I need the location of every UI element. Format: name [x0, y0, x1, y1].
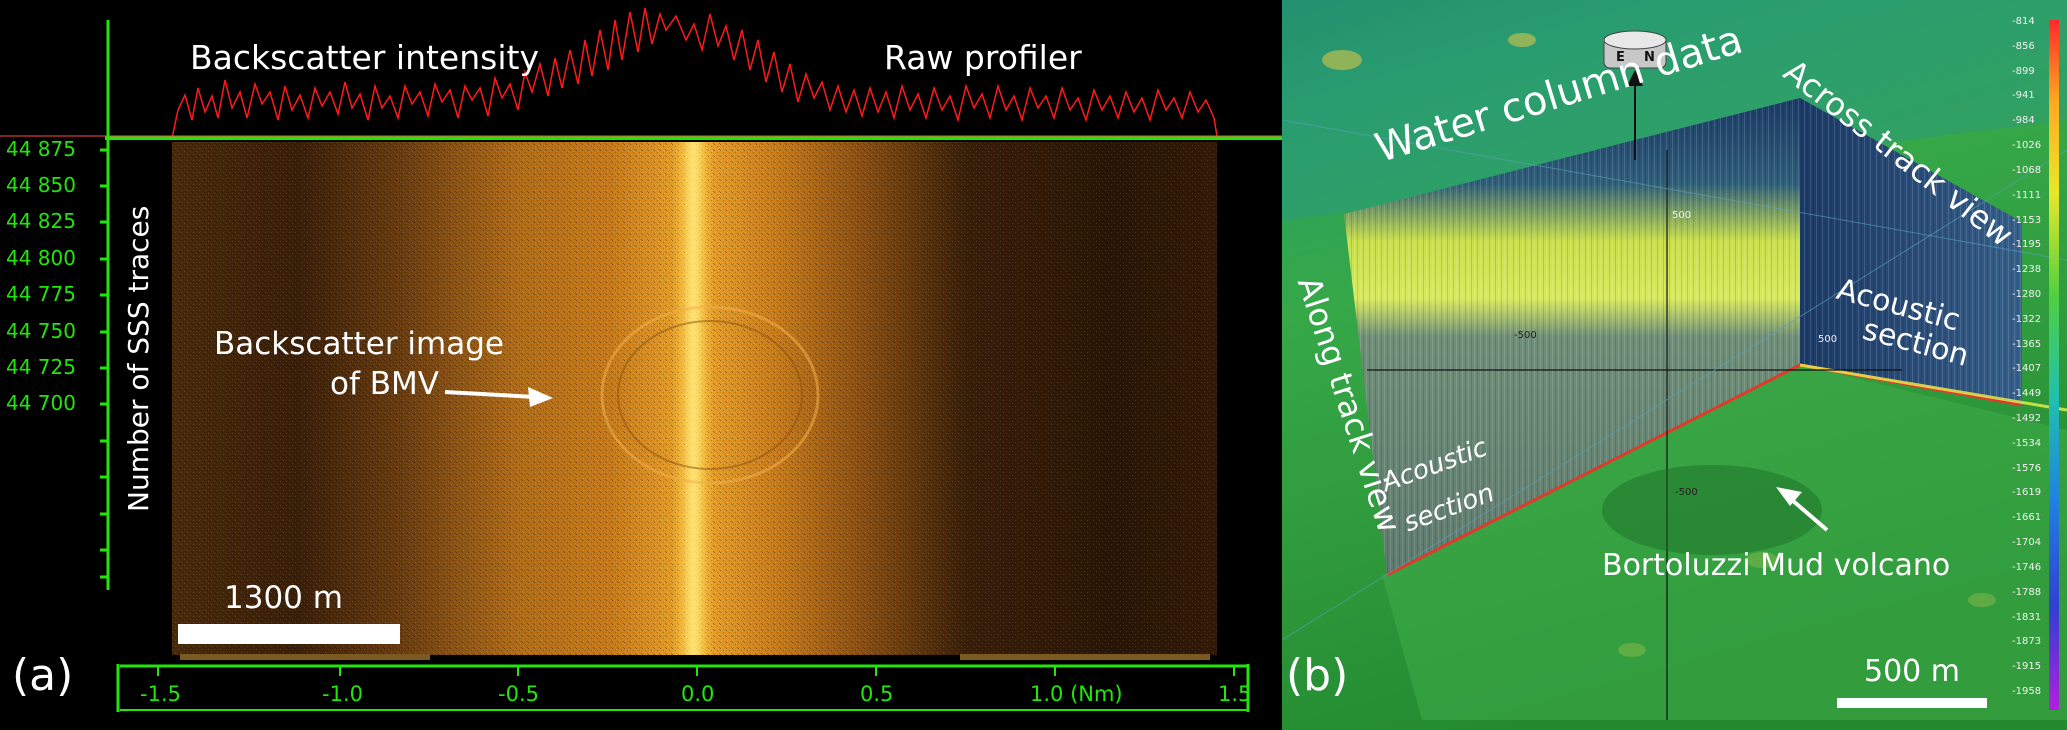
- colorbar-tick: -941: [2012, 90, 2035, 102]
- x-tick-7: 1.5: [1218, 682, 1252, 706]
- panel-b: Water column data Across track view Alon…: [1282, 0, 2067, 730]
- scalebar-b: [1837, 698, 1987, 708]
- colorbar-tick: -814: [2012, 16, 2035, 27]
- colorbar-tick: -1915: [2012, 661, 2042, 673]
- panel-label-a: (a): [12, 650, 74, 701]
- colorbar-tick: -1322: [2012, 313, 2042, 325]
- colorbar-tick: -1619: [2012, 487, 2042, 499]
- grid-label-minus500-bottom: -500: [1675, 487, 1698, 498]
- y-tick-6: 44 750: [6, 319, 76, 343]
- annotation-bmv-line1: Backscatter image: [214, 326, 504, 362]
- grid-label-500-top: 500: [1672, 210, 1692, 221]
- x-tick-4: 0.0: [681, 682, 715, 706]
- colorbar-tick: -1788: [2012, 586, 2042, 598]
- colorbar-tick: -1365: [2012, 338, 2042, 350]
- x-tick-6: 1.0 (Nm): [1030, 682, 1123, 706]
- compass-e: E: [1616, 50, 1625, 65]
- colorbar-tick: -1831: [2012, 611, 2042, 623]
- colorbar-tick: -1068: [2012, 164, 2042, 176]
- compass-n: N: [1644, 50, 1655, 65]
- y-tick-5: 44 775: [6, 282, 76, 306]
- colorbar-tick: -1576: [2012, 462, 2042, 474]
- y-axis-label: Number of SSS traces: [122, 205, 155, 512]
- colorbar-tick: -1195: [2012, 239, 2042, 251]
- colorbar-tick: -1111: [2012, 189, 2042, 201]
- y-tick-7: 44 725: [6, 355, 76, 379]
- x-tick-1: -1.5: [140, 682, 181, 706]
- scalebar-a: [178, 624, 400, 644]
- grid-label-minus500-left: -500: [1514, 330, 1537, 341]
- volcano-arrow: [1790, 498, 1829, 532]
- scalebar-b-label: 500 m: [1864, 654, 1961, 689]
- colorbar-tick: -1026: [2012, 140, 2042, 152]
- colorbar-tick: -1534: [2012, 437, 2042, 449]
- panel-b-graphics: [1282, 0, 2067, 730]
- mud-volcano-shape: [1602, 465, 1822, 555]
- colorbar-tick: -1661: [2012, 512, 2042, 524]
- panel-a-graphics: [0, 7, 1282, 712]
- y-tick-1: 44 875: [6, 137, 76, 161]
- colorbar-tick: -1280: [2012, 288, 2042, 300]
- title-raw-profiler: Raw profiler: [884, 38, 1082, 77]
- profile-trace: [171, 7, 1218, 139]
- y-tick-3: 44 825: [6, 209, 76, 233]
- x-tick-3: -0.5: [498, 682, 539, 706]
- colorbar: [2049, 20, 2059, 710]
- colorbar-tick: -1153: [2012, 214, 2042, 226]
- colorbar-tick: -1746: [2012, 561, 2042, 573]
- annotation-bmv-line2: of BMV: [330, 366, 439, 402]
- colorbar-tick: -856: [2012, 40, 2035, 52]
- colorbar-tick: -1958: [2012, 686, 2042, 697]
- grid-label-500-right: 500: [1818, 334, 1838, 345]
- panel-a: 44 875 44 850 44 825 44 800 44 775 44 75…: [0, 0, 1282, 730]
- colorbar-tick: -1449: [2012, 388, 2042, 400]
- x-tick-5: 0.5: [860, 682, 894, 706]
- title-backscatter: Backscatter intensity: [190, 38, 539, 77]
- bmv-arrow: [444, 390, 536, 399]
- panel-label-b: (b): [1286, 650, 1349, 701]
- label-mud-volcano: Bortoluzzi Mud volcano: [1602, 548, 1951, 583]
- colorbar-tick: -1238: [2012, 264, 2042, 276]
- colorbar-tick: -984: [2012, 115, 2035, 127]
- bmv-ring: [600, 305, 820, 485]
- x-tick-2: -1.0: [322, 682, 363, 706]
- colorbar-tick: -1704: [2012, 537, 2042, 549]
- colorbar-tick: -899: [2012, 65, 2035, 77]
- colorbar-tick: -1492: [2012, 413, 2042, 425]
- y-tick-2: 44 850: [6, 173, 76, 197]
- colorbar-tick: -1873: [2012, 636, 2042, 648]
- scalebar-a-label: 1300 m: [224, 580, 343, 616]
- y-tick-8: 44 700: [6, 391, 76, 415]
- y-tick-4: 44 800: [6, 246, 76, 270]
- colorbar-tick: -1407: [2012, 363, 2042, 375]
